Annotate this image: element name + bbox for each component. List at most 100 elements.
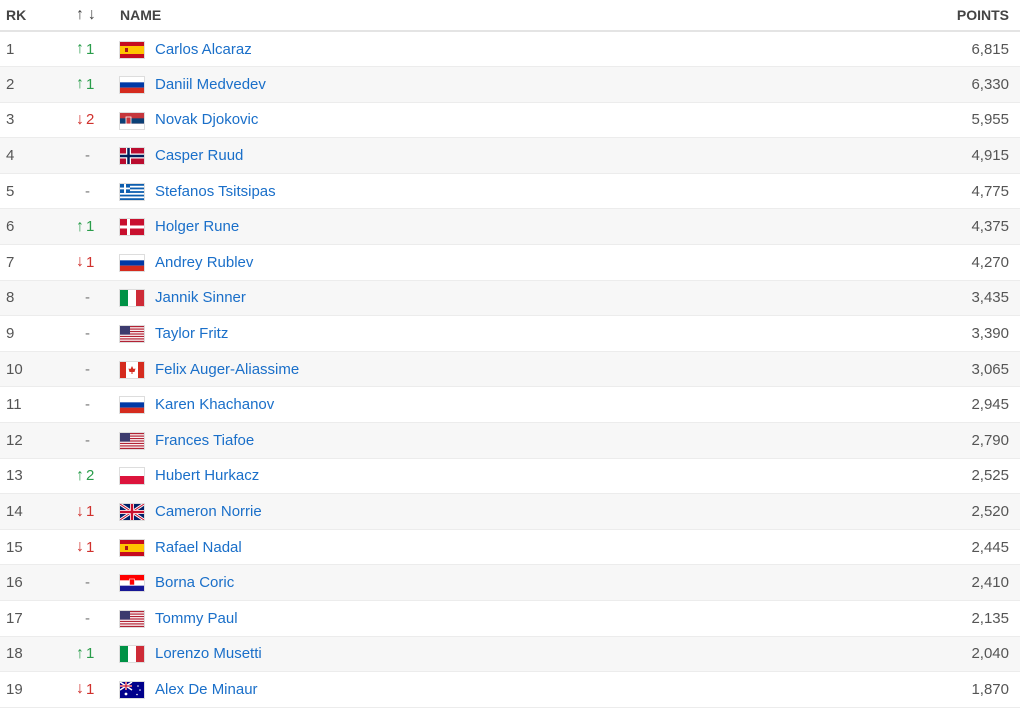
table-row[interactable]: 3 ↓ 2 Novak Djokovic 5,955 [0,102,1020,138]
trend-down: ↓ 1 [76,538,94,556]
table-row[interactable]: 17 - Tommy Paul 2,135 [0,601,1020,637]
player-name-link[interactable]: Jannik Sinner [155,289,246,307]
rank: 10 [6,360,23,378]
table-row[interactable]: 6 ↑ 1 Holger Rune 4,375 [0,208,1020,245]
trend-up: ↑ 2 [76,467,94,485]
player-name-link[interactable]: Rafael Nadal [155,538,242,556]
trend-down: ↓ 2 [76,111,94,129]
player-name-link[interactable]: Alex De Minaur [155,680,258,698]
points: 2,525 [971,467,1009,485]
table-row[interactable]: 19 ↓ 1 Alex De Minaur 1,870 [0,672,1020,708]
player-name-link[interactable]: Karen Khachanov [155,396,275,414]
rank: 13 [6,467,23,485]
player-name-link[interactable]: Lorenzo Musetti [155,645,262,663]
player-name-link[interactable]: Frances Tiafoe [155,431,255,449]
flag-can-icon [120,361,144,378]
table-row[interactable]: 1 ↑ 1 Carlos Alcaraz 6,815 [0,31,1020,67]
table-row[interactable]: 7 ↓ 1 Andrey Rublev 4,270 [0,245,1020,281]
trend-down: ↓ 1 [76,680,94,698]
rank: 5 [6,182,15,200]
table-row[interactable]: 4 - Casper Ruud 4,915 [0,137,1020,174]
trend-unchanged: - [76,361,90,378]
arrow-up-icon: ↑ [76,6,84,23]
trend-value: 1 [86,680,95,698]
arrow-down-icon: ↓ [76,110,84,128]
trend-value: - [85,431,90,449]
trend-value: 1 [86,218,95,236]
flag-usa-icon [120,326,144,343]
player-name-link[interactable]: Stefanos Tsitsipas [155,182,276,200]
trend-unchanged: - [76,147,90,164]
table-row[interactable]: 9 - Taylor Fritz 3,390 [0,316,1020,352]
trend-up: ↑ 1 [76,645,94,663]
arrow-up-icon: ↑ [76,466,84,484]
trend-value: - [85,325,90,343]
table-row[interactable]: 8 - Jannik Sinner 3,435 [0,280,1020,316]
arrow-up-icon: ↑ [76,40,84,58]
flag-usa-icon [120,610,144,627]
arrow-down-icon: ↓ [76,253,84,271]
table-row[interactable]: 2 ↑ 1 Daniil Medvedev 6,330 [0,66,1020,103]
points: 4,915 [971,147,1009,165]
player-name-link[interactable]: Hubert Hurkacz [155,467,260,485]
trend-down: ↓ 1 [76,253,94,271]
flag-den-icon [120,219,144,236]
trend-value: - [85,396,90,414]
flag-esp-icon [120,539,144,556]
player-name-link[interactable]: Tommy Paul [155,609,238,627]
rank: 9 [6,325,15,343]
trend-value: - [85,289,90,307]
table-header: RK ↑ ↓ NAME POINTS [0,0,1020,31]
header-points[interactable]: POINTS [956,7,1009,23]
table-row[interactable]: 11 - Karen Khachanov 2,945 [0,387,1020,423]
trend-unchanged: - [76,289,90,306]
table-row[interactable]: 14 ↓ 1 Cameron Norrie 2,520 [0,493,1020,530]
flag-rus-icon [120,76,144,93]
flag-rus-icon [120,254,144,271]
table-row[interactable]: 15 ↓ 1 Rafael Nadal 2,445 [0,529,1020,565]
rank: 8 [6,289,15,307]
flag-gbr-icon [120,504,144,521]
flag-ita-icon [120,646,144,663]
trend-unchanged: - [76,574,90,591]
table-row[interactable]: 10 - Felix Auger-Aliassime 3,065 [0,351,1020,387]
player-name-link[interactable]: Casper Ruud [155,147,244,165]
flag-esp-icon [120,41,144,58]
header-rank[interactable]: RK [6,7,27,23]
flag-pol-icon [120,468,144,485]
player-name-link[interactable]: Taylor Fritz [155,325,229,343]
rank: 12 [6,431,23,449]
table-row[interactable]: 16 - Borna Coric 2,410 [0,564,1020,601]
player-name-link[interactable]: Cameron Norrie [155,503,262,520]
points: 5,955 [971,111,1009,129]
trend-unchanged: - [76,432,90,449]
rank: 2 [6,75,15,93]
flag-nor-icon [120,148,144,165]
flag-cro-icon [120,575,144,592]
rank: 1 [6,40,15,58]
header-name[interactable]: NAME [120,7,162,23]
flag-ita-icon [120,290,144,307]
player-name-link[interactable]: Novak Djokovic [155,111,259,129]
points: 3,390 [971,325,1009,343]
points: 6,330 [971,75,1009,93]
trend-up: ↑ 1 [76,218,94,236]
trend-value: - [85,574,90,592]
trend-unchanged: - [76,183,90,200]
flag-rus-icon [120,397,144,414]
player-name-link[interactable]: Felix Auger-Aliassime [155,360,300,378]
trend-down: ↓ 1 [76,503,94,521]
player-name-link[interactable]: Carlos Alcaraz [155,40,252,58]
player-name-link[interactable]: Daniil Medvedev [155,75,266,93]
player-name-link[interactable]: Borna Coric [155,574,235,592]
player-name-link[interactable]: Andrey Rublev [155,253,254,271]
table-row[interactable]: 13 ↑ 2 Hubert Hurkacz 2,525 [0,458,1020,494]
player-name-link[interactable]: Holger Rune [155,218,240,236]
table-row[interactable]: 5 - Stefanos Tsitsipas 4,775 [0,173,1020,209]
header-trend[interactable]: ↑ ↓ [76,0,120,31]
trend-value: 1 [86,75,95,93]
table-row[interactable]: 12 - Frances Tiafoe 2,790 [0,422,1020,459]
table-row[interactable]: 18 ↑ 1 Lorenzo Musetti 2,040 [0,636,1020,672]
trend-unchanged: - [76,396,90,413]
points: 3,435 [971,289,1009,307]
